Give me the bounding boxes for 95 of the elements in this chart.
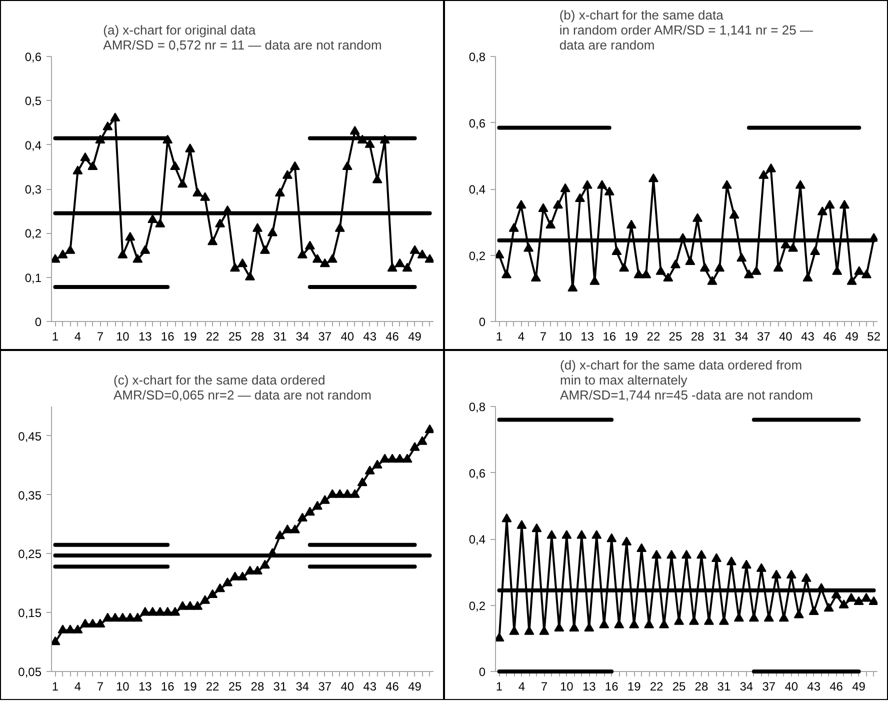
- x-tick-label: 10: [116, 680, 130, 694]
- x-tick-label: 31: [273, 680, 287, 694]
- x-tick-label: 7: [96, 330, 104, 344]
- y-tick-label: 0,1: [24, 270, 42, 285]
- x-tick-label: 13: [138, 330, 152, 344]
- y-tick-label: 0,45: [18, 429, 42, 444]
- x-tick-label: 22: [646, 330, 660, 344]
- x-tick-label: 46: [386, 330, 400, 344]
- x-tick-label: 16: [160, 330, 175, 344]
- x-tick-label: 16: [604, 680, 619, 694]
- x-tick-label: 34: [296, 330, 310, 344]
- y-tick-label: 0,25: [18, 547, 42, 562]
- x-tick-label: 4: [518, 330, 525, 344]
- x-tick-label: 46: [823, 330, 837, 344]
- x-tick-label: 1: [496, 680, 503, 694]
- x-tick-label: 7: [540, 680, 548, 694]
- x-tick-label: 16: [160, 680, 175, 694]
- x-tick-label: 16: [602, 330, 616, 344]
- x-tick-label: 43: [363, 330, 377, 344]
- x-tick-label: 31: [717, 680, 731, 694]
- x-tick-label: 34: [734, 330, 749, 344]
- y-tick-label: 0,6: [468, 466, 486, 480]
- y-tick-label: 0,6: [468, 116, 486, 130]
- y-tick-label: 0,5: [24, 94, 42, 108]
- x-tick-label: 49: [408, 680, 422, 694]
- x-tick-label: 25: [228, 680, 242, 694]
- x-tick-label: 7: [540, 330, 547, 344]
- x-tick-label: 13: [582, 680, 596, 694]
- x-tick-label: 4: [518, 680, 526, 694]
- x-tick-label: 10: [116, 330, 130, 344]
- x-tick-label: 46: [830, 680, 844, 694]
- chart-title: (c) x-chart for the same data ordered AMR/SD=0,065 nr=2 — data are not random: [114, 372, 372, 402]
- y-tick-label: 0,2: [24, 226, 42, 241]
- x-tick-label: 28: [690, 330, 705, 344]
- x-tick-label: 13: [580, 330, 594, 344]
- x-tick-label: 43: [363, 680, 377, 694]
- chart-title: (b) x-chart for the same data in random order AMR/SD = 1,141 nr = 25 — data are random: [559, 8, 813, 52]
- x-tick-label: 19: [183, 680, 198, 694]
- chart-title: (a) x-chart for original data AMR/SD = 0,572 nr = 11 — data are not random: [103, 22, 382, 52]
- x-tick-label: 43: [807, 680, 821, 694]
- x-tick-label: 49: [852, 680, 866, 694]
- x-tick-label: 34: [740, 680, 754, 694]
- x-tick-label: 25: [668, 330, 682, 344]
- x-tick-label: 22: [650, 680, 664, 694]
- x-tick-label: 28: [250, 330, 264, 344]
- y-tick-label: 0,4: [24, 138, 42, 152]
- x-tick-label: 31: [712, 330, 727, 344]
- x-tick-label: 40: [340, 680, 354, 694]
- x-tick-label: 4: [74, 330, 82, 344]
- x-tick-label: 37: [762, 680, 776, 694]
- y-tick-label: 0: [478, 315, 486, 329]
- x-tick-label: 49: [408, 330, 422, 344]
- x-tick-label: 19: [627, 680, 642, 694]
- x-tick-label: 40: [779, 330, 793, 344]
- x-tick-label: 46: [386, 680, 400, 694]
- x-tick-label: 19: [183, 330, 198, 344]
- y-tick-label: 0,05: [18, 665, 42, 679]
- y-tick-label: 0,2: [468, 598, 486, 613]
- x-tick-label: 22: [206, 330, 220, 344]
- y-tick-label: 0,4: [468, 532, 486, 546]
- x-tick-label: 37: [318, 680, 332, 694]
- x-tick-label: 7: [96, 680, 104, 694]
- x-tick-label: 10: [558, 330, 572, 344]
- x-tick-label: 34: [296, 680, 310, 694]
- x-tick-label: 25: [672, 680, 686, 694]
- y-tick-label: 0,8: [468, 400, 486, 414]
- x-tick-label: 1: [52, 680, 59, 694]
- x-tick-label: 13: [138, 680, 152, 694]
- y-tick-label: 0,4: [468, 182, 486, 196]
- y-tick-label: 0,8: [468, 50, 486, 64]
- x-tick-label: 19: [624, 330, 638, 344]
- chart-title: (d) x-chart for the same data ordered from min to max alternately AMR/SD=1,744 nr=45 -data are not random: [560, 358, 813, 402]
- x-tick-label: 22: [206, 680, 220, 694]
- x-tick-label: 37: [318, 330, 332, 344]
- x-tick-label: 31: [273, 330, 287, 344]
- x-tick-label: 1: [496, 330, 503, 344]
- y-tick-label: 0,15: [18, 606, 42, 620]
- x-tick-label: 43: [801, 330, 815, 344]
- x-tick-label: 40: [340, 330, 354, 344]
- x-tick-label: 10: [560, 680, 574, 694]
- x-tick-label: 25: [228, 330, 242, 344]
- x-tick-label: 37: [756, 330, 771, 344]
- y-tick-label: 0: [34, 315, 42, 329]
- x-tick-label: 4: [74, 680, 82, 694]
- x-tick-label: 40: [784, 680, 798, 694]
- y-tick-label: 0,6: [24, 50, 42, 64]
- x-tick-label: 28: [694, 680, 708, 694]
- y-tick-label: 0,3: [24, 182, 42, 196]
- y-tick-label: 0: [478, 665, 486, 679]
- x-tick-label: 1: [52, 330, 59, 344]
- x-tick-label: 49: [845, 330, 859, 344]
- y-tick-label: 0,2: [468, 248, 486, 263]
- x-tick-label: 28: [250, 680, 264, 694]
- y-tick-label: 0,35: [18, 488, 42, 502]
- x-tick-label: 52: [867, 330, 881, 344]
